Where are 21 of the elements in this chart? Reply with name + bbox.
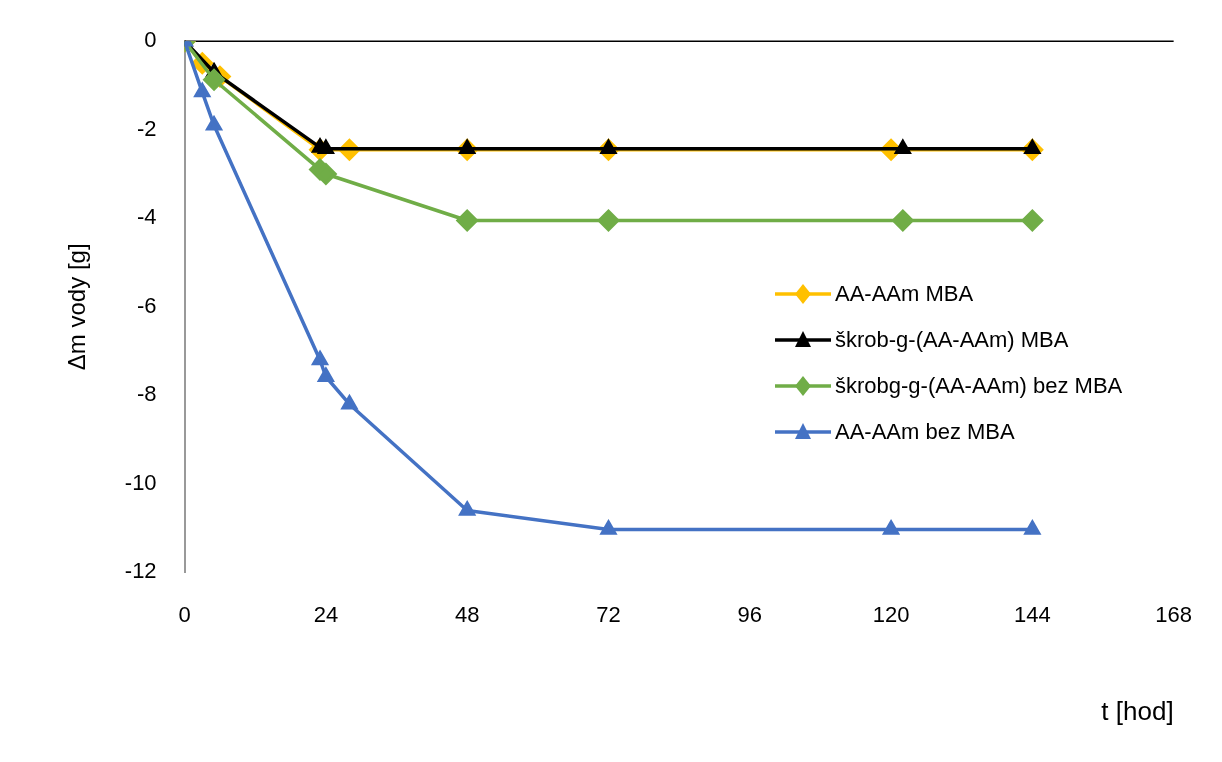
x-tick-label: 72 — [596, 601, 621, 627]
y-tick-label: -2 — [137, 115, 157, 141]
x-axis-title: t [hod] — [1101, 695, 1174, 726]
legend-label: škrob-g-(AA-AAm) MBA — [835, 327, 1069, 353]
x-tick-label: 168 — [1155, 601, 1193, 627]
y-axis-title: Δm vody [g] — [63, 243, 91, 371]
x-tick-label: 120 — [872, 601, 910, 627]
legend-label: škrobg-g-(AA-AAm) bez MBA — [835, 373, 1123, 399]
x-tick-label: 24 — [313, 601, 339, 627]
y-tick-label: -12 — [124, 558, 157, 584]
y-tick-label: -8 — [137, 381, 157, 407]
x-tick-label: 96 — [737, 601, 763, 627]
x-tick-label: 144 — [1013, 601, 1051, 627]
legend-label: AA-AAm MBA — [835, 281, 974, 307]
y-tick-label: 0 — [144, 27, 157, 53]
x-tick-label: 48 — [454, 601, 480, 627]
y-tick-label: -4 — [137, 204, 157, 230]
x-tick-label: 0 — [178, 601, 191, 627]
y-tick-label: -10 — [124, 469, 157, 495]
legend-label: AA-AAm bez MBA — [835, 419, 1015, 445]
y-tick-label: -6 — [137, 292, 157, 318]
